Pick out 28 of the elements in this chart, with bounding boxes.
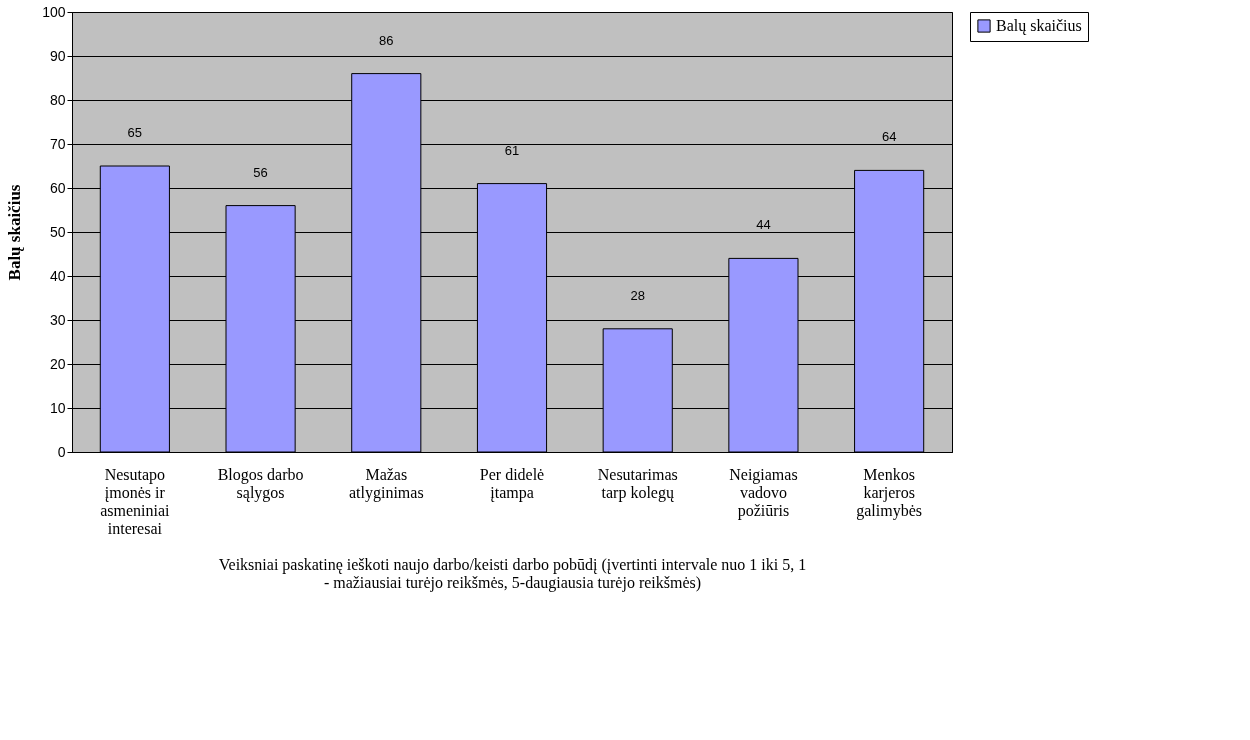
x-tick-label: Nesutarimas tarp kolegų	[597, 465, 678, 502]
x-tick-label: Menkos karjeros galimybės	[856, 465, 923, 520]
y-tick-label: 0	[57, 443, 66, 460]
y-tick-label: 60	[49, 179, 66, 196]
x-tick-label: Mažas atlyginimas	[348, 465, 424, 502]
x-tick-label: Blogos darbo sąlygos	[217, 465, 304, 502]
data-label: 44	[756, 217, 771, 233]
y-tick-label: 50	[49, 223, 66, 240]
data-label: 56	[253, 164, 268, 180]
y-tick-label: 30	[49, 311, 66, 328]
y-tick-label: 100	[42, 3, 66, 20]
data-label: 86	[379, 32, 394, 48]
y-tick-label: 80	[49, 91, 66, 108]
x-tick-label: Per didelė įtampa	[479, 465, 545, 502]
data-label: 61	[504, 142, 520, 158]
x-tick-label: Neigiamas vadovo požiūris	[729, 465, 798, 520]
y-tick-label: 90	[49, 47, 66, 64]
data-label: 65	[127, 125, 143, 140]
x-axis-title: Veiksniai paskatinę ieškoti naujo darbo/keisti darbo pobūdį (įvertinti intervale nuo 1 iki 5, 1 - mažiausiai turėjo reikšmės, 5-daugiausia turėjo reikšmės)	[218, 555, 807, 592]
x-tick-label: Nesutapo įmonės ir asmeniniai interesai	[100, 465, 171, 537]
legend-label: Balų skaičius	[996, 17, 1082, 35]
data-label: 28	[630, 287, 645, 303]
y-axis-title: Balų skaičius	[5, 184, 25, 281]
y-tick-label: 40	[49, 267, 66, 284]
data-label: 64	[881, 129, 897, 145]
y-tick-label: 70	[49, 135, 66, 152]
y-tick-label: 20	[49, 355, 66, 372]
y-tick-label: 10	[49, 399, 66, 416]
